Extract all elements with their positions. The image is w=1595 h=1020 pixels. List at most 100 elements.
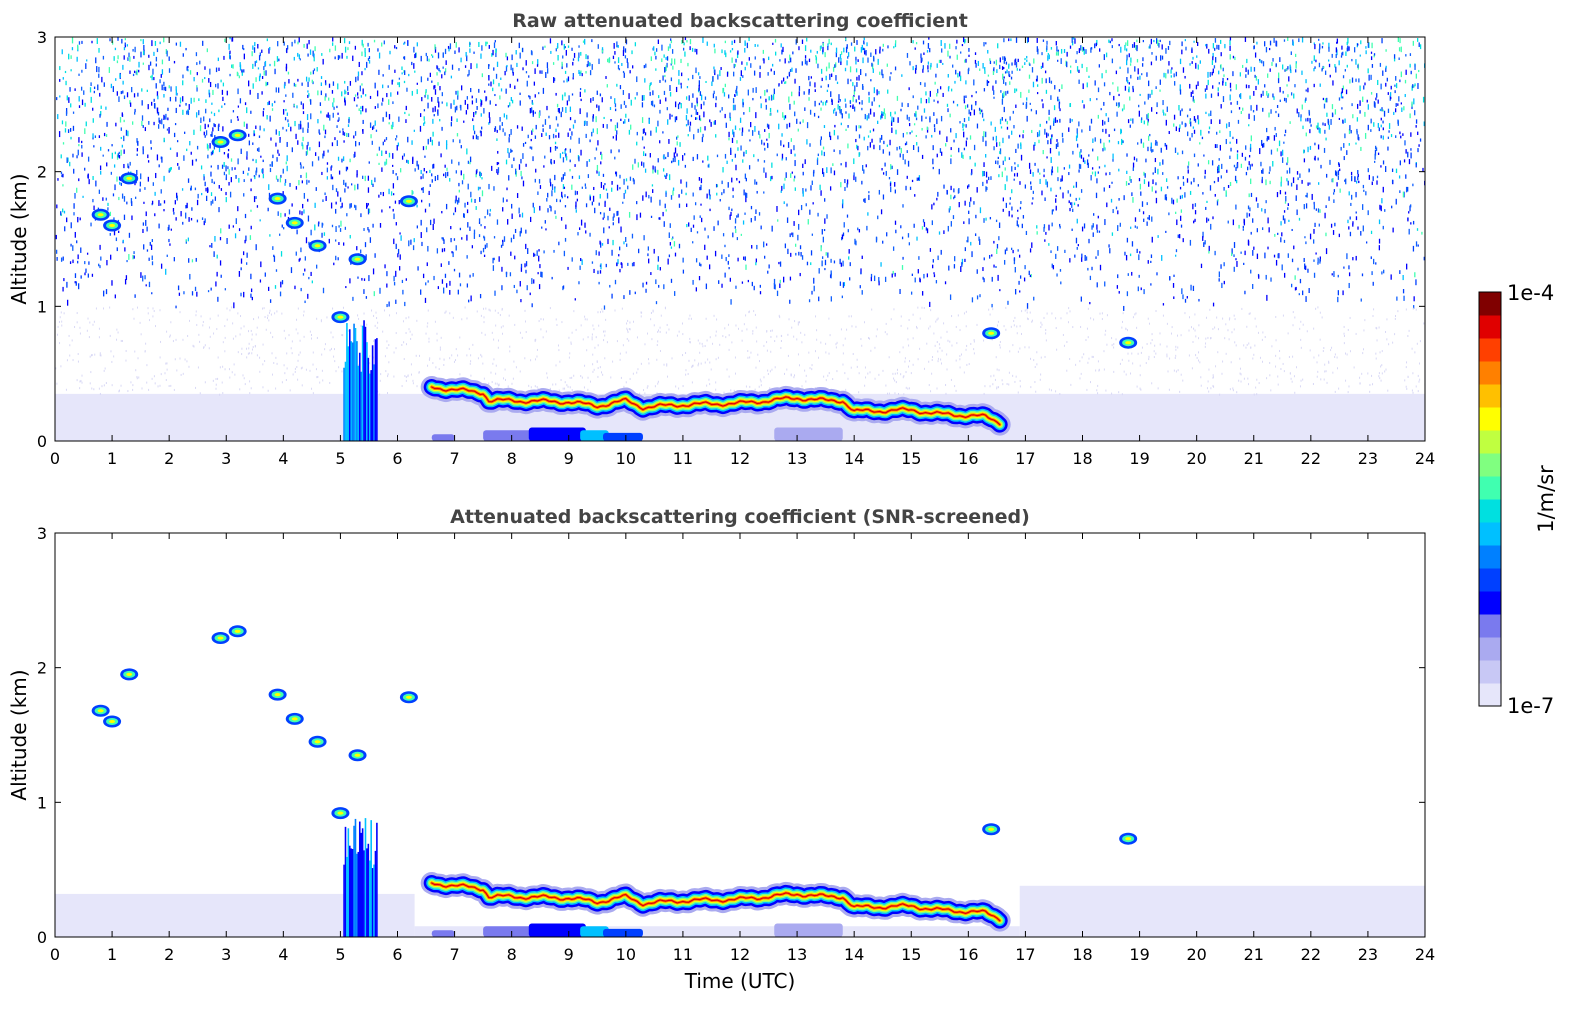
noise-speck: [793, 100, 795, 105]
noise-speck: [258, 147, 260, 152]
noise-speck: [450, 226, 452, 230]
noise-speck: [208, 92, 211, 98]
noise-speck: [1059, 186, 1062, 190]
noise-speck: [636, 131, 638, 136]
noise-speck: [1297, 267, 1299, 271]
noise-speck: [687, 134, 689, 137]
noise-speck: [733, 71, 735, 77]
noise-speck: [518, 164, 521, 170]
noise-speck: [835, 111, 837, 116]
noise-speck: [246, 123, 248, 129]
noise-speck: [692, 192, 694, 197]
noise-speck: [700, 178, 703, 184]
noise-speck: [622, 121, 625, 124]
noise-speck: [538, 284, 541, 290]
noise-speck: [1250, 269, 1252, 274]
noise-speck: [305, 151, 308, 156]
noise-speck: [958, 147, 960, 153]
noise-speck: [921, 57, 923, 62]
noise-speck: [187, 69, 189, 72]
noise-speck: [1307, 146, 1309, 153]
noise-speck: [572, 77, 574, 80]
noise-speck: [1014, 59, 1016, 66]
noise-speck: [175, 305, 177, 309]
noise-speck: [386, 283, 388, 288]
noise-speck: [682, 257, 684, 263]
noise-speck: [1226, 78, 1229, 81]
noise-speck: [1271, 62, 1273, 66]
noise-speck: [121, 144, 124, 148]
noise-speck: [537, 191, 539, 195]
noise-speck: [321, 232, 323, 238]
noise-speck: [699, 126, 702, 133]
noise-speck: [1029, 102, 1031, 105]
noise-speck: [1328, 46, 1330, 52]
noise-speck: [674, 58, 676, 65]
noise-speck: [706, 41, 708, 46]
noise-speck: [141, 115, 144, 121]
noise-speck: [1089, 301, 1091, 305]
noise-speck: [444, 68, 447, 73]
noise-speck: [1146, 72, 1148, 77]
noise-speck: [1370, 118, 1372, 124]
noise-speck: [460, 145, 462, 149]
noise-speck: [123, 163, 125, 169]
noise-speck: [478, 88, 480, 93]
noise-speck: [1062, 138, 1064, 143]
noise-speck: [1035, 110, 1037, 115]
noise-speck: [1354, 176, 1356, 181]
noise-speck: [365, 254, 367, 260]
noise-speck: [397, 82, 399, 85]
noise-speck: [1265, 200, 1267, 204]
noise-speck: [72, 153, 74, 158]
noise-speck: [1274, 126, 1276, 131]
noise-speck: [1060, 178, 1062, 182]
noise-speck: [532, 102, 534, 105]
noise-speck: [459, 139, 461, 144]
noise-speck: [77, 254, 79, 260]
noise-speck: [584, 89, 586, 93]
noise-speck: [553, 77, 556, 82]
noise-speck: [1368, 74, 1370, 81]
noise-speck: [820, 100, 822, 103]
noise-speck: [238, 271, 241, 277]
noise-speck: [432, 131, 434, 137]
noise-speck: [869, 130, 871, 133]
noise-speck: [805, 188, 807, 192]
noise-speck: [1360, 146, 1362, 151]
noise-speck: [1105, 172, 1107, 176]
noise-speck: [398, 266, 401, 271]
noise-speck: [1398, 175, 1401, 179]
noise-speck: [923, 108, 926, 113]
noise-speck: [187, 237, 190, 242]
noise-speck: [1228, 122, 1230, 127]
noise-speck: [959, 75, 962, 82]
noise-speck: [205, 130, 208, 136]
noise-speck: [78, 96, 80, 102]
noise-speck: [637, 248, 640, 254]
noise-speck: [896, 146, 898, 151]
noise-speck: [563, 250, 566, 257]
noise-speck: [1051, 134, 1053, 138]
noise-speck: [111, 152, 113, 159]
noise-speck: [677, 159, 680, 166]
noise-speck: [1087, 162, 1089, 168]
noise-speck: [768, 124, 770, 130]
noise-speck: [530, 138, 532, 142]
noise-speck: [555, 92, 557, 96]
noise-speck: [1094, 171, 1097, 177]
noise-speck: [416, 204, 418, 208]
noise-speck: [779, 283, 781, 289]
noise-speck: [279, 139, 281, 143]
noise-speck: [199, 60, 201, 65]
noise-speck: [507, 105, 510, 108]
noise-speck: [901, 74, 903, 77]
noise-speck: [334, 56, 336, 60]
noise-speck: [834, 108, 836, 111]
noise-speck: [868, 113, 870, 119]
noise-speck: [1151, 107, 1153, 112]
noise-speck: [79, 217, 81, 221]
noise-speck: [288, 79, 290, 84]
noise-speck: [776, 206, 778, 212]
noise-speck: [1286, 162, 1288, 166]
